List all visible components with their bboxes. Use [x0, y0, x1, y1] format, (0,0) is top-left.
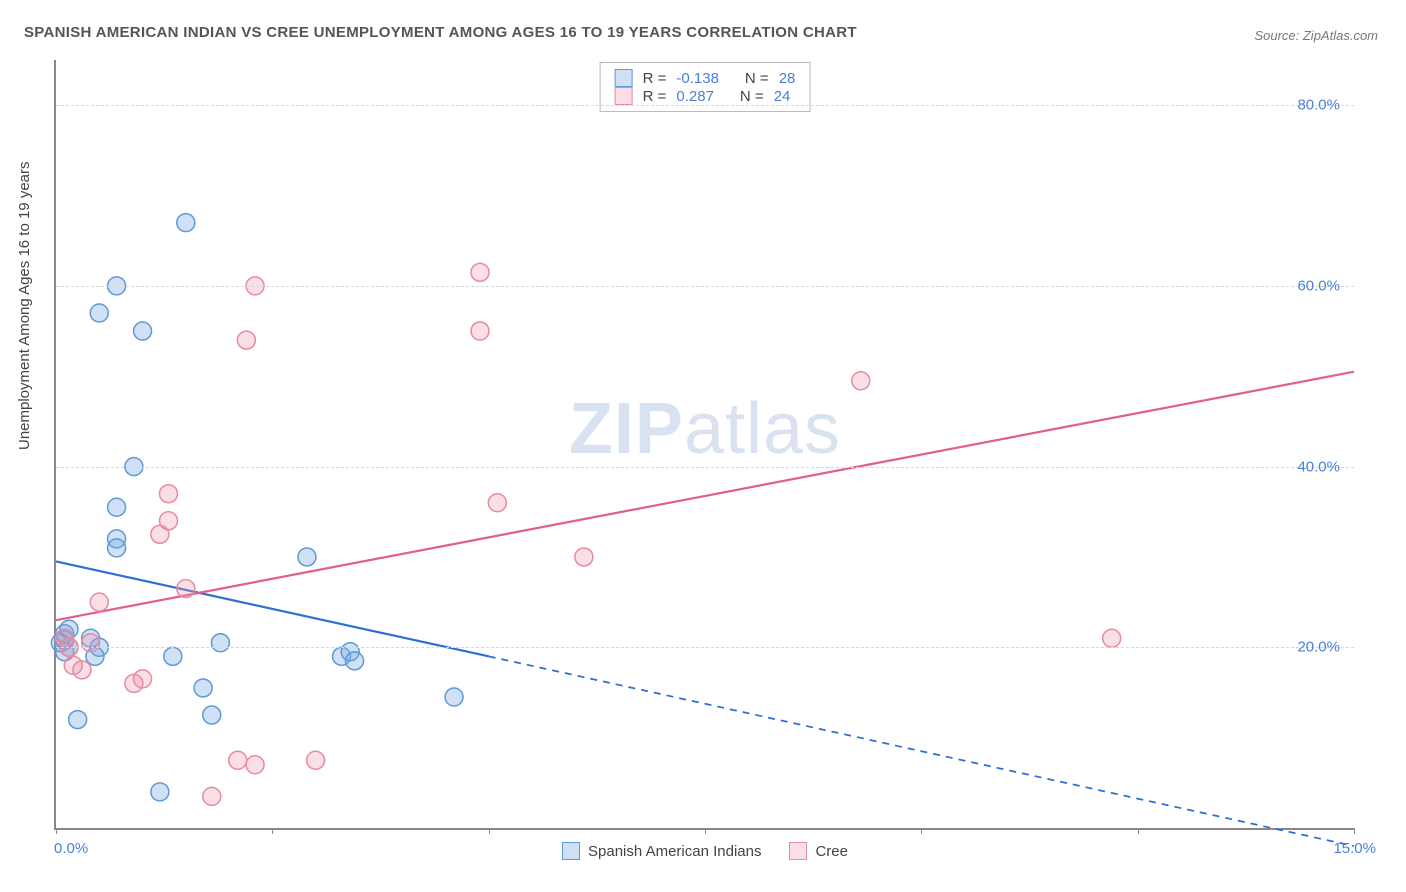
gridline-h [56, 105, 1354, 106]
y-tick-label: 80.0% [1297, 97, 1340, 114]
scatter-point [108, 539, 126, 557]
x-tick-mark [1354, 828, 1355, 834]
scatter-point [134, 322, 152, 340]
scatter-point [575, 548, 593, 566]
scatter-point [203, 787, 221, 805]
y-axis-label: Unemployment Among Ages 16 to 19 years [16, 161, 33, 450]
x-tick-mark [1138, 828, 1139, 834]
scatter-point [90, 593, 108, 611]
series-legend: Spanish American Indians Cree [562, 842, 848, 860]
scatter-point [73, 661, 91, 679]
series-name-0: Spanish American Indians [588, 843, 761, 860]
series-name-1: Cree [815, 843, 848, 860]
scatter-point [194, 679, 212, 697]
scatter-point [298, 548, 316, 566]
scatter-point [177, 214, 195, 232]
scatter-point [134, 670, 152, 688]
plot-svg [56, 60, 1354, 828]
swatch-series-0 [562, 842, 580, 860]
scatter-point [164, 647, 182, 665]
trend-line-dashed [489, 656, 1354, 846]
trend-line [56, 561, 489, 656]
scatter-point [159, 485, 177, 503]
trend-line [56, 372, 1354, 620]
scatter-point [108, 498, 126, 516]
scatter-point [471, 322, 489, 340]
x-tick-mark [272, 828, 273, 834]
gridline-h [56, 286, 1354, 287]
source-label: Source: ZipAtlas.com [1254, 28, 1378, 43]
y-tick-label: 20.0% [1297, 639, 1340, 656]
scatter-point [211, 634, 229, 652]
scatter-point [471, 263, 489, 281]
scatter-point [488, 494, 506, 512]
x-tick-mark [56, 828, 57, 834]
legend-item: Spanish American Indians [562, 842, 761, 860]
x-tick-max: 15.0% [1333, 840, 1376, 857]
scatter-point [237, 331, 255, 349]
scatter-point [151, 783, 169, 801]
scatter-point [177, 580, 195, 598]
scatter-point [69, 711, 87, 729]
y-tick-label: 60.0% [1297, 277, 1340, 294]
chart-title: SPANISH AMERICAN INDIAN VS CREE UNEMPLOY… [24, 24, 857, 41]
x-tick-mark [489, 828, 490, 834]
plot-area: ZIPatlas R = -0.138 N = 28 R = 0.287 N =… [54, 60, 1354, 830]
gridline-h [56, 467, 1354, 468]
scatter-point [229, 751, 247, 769]
chart-container: SPANISH AMERICAN INDIAN VS CREE UNEMPLOY… [0, 0, 1406, 892]
scatter-point [852, 372, 870, 390]
scatter-point [246, 756, 264, 774]
scatter-point [90, 304, 108, 322]
scatter-point [307, 751, 325, 769]
y-tick-label: 40.0% [1297, 458, 1340, 475]
scatter-point [445, 688, 463, 706]
x-tick-mark [921, 828, 922, 834]
scatter-point [1103, 629, 1121, 647]
gridline-h [56, 647, 1354, 648]
scatter-point [82, 634, 100, 652]
scatter-point [159, 512, 177, 530]
scatter-point [346, 652, 364, 670]
scatter-point [203, 706, 221, 724]
x-tick-mark [705, 828, 706, 834]
swatch-series-1 [789, 842, 807, 860]
legend-item: Cree [789, 842, 848, 860]
x-tick-min: 0.0% [54, 840, 88, 857]
